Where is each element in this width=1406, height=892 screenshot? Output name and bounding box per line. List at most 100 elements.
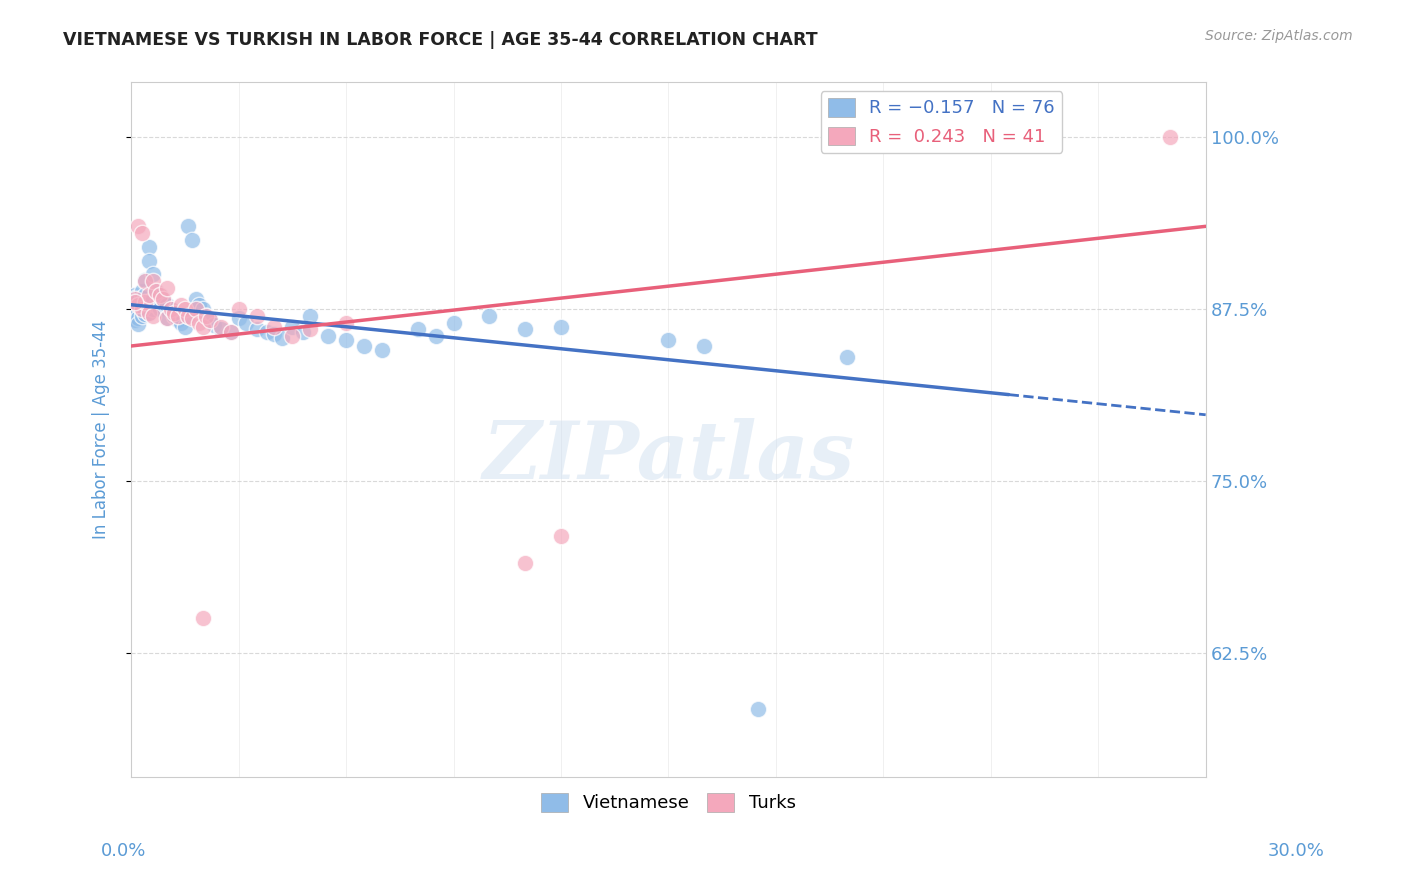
Point bbox=[159, 301, 181, 316]
Text: ZIPatlas: ZIPatlas bbox=[482, 418, 855, 496]
Point bbox=[221, 325, 243, 339]
Point bbox=[209, 319, 232, 334]
Point bbox=[138, 253, 160, 268]
Point bbox=[145, 284, 167, 298]
Point bbox=[353, 339, 375, 353]
Point bbox=[177, 309, 200, 323]
Point bbox=[163, 309, 186, 323]
Point bbox=[134, 307, 156, 321]
Point bbox=[142, 292, 165, 306]
Point bbox=[299, 309, 322, 323]
Point bbox=[195, 309, 218, 323]
Point bbox=[198, 313, 221, 327]
Point bbox=[515, 322, 537, 336]
Point bbox=[152, 292, 174, 306]
Point bbox=[256, 325, 278, 339]
Point bbox=[228, 301, 250, 316]
Text: 0.0%: 0.0% bbox=[101, 842, 146, 860]
Point bbox=[245, 309, 267, 323]
Point bbox=[159, 301, 181, 316]
Point bbox=[188, 298, 211, 312]
Point bbox=[191, 611, 214, 625]
Point bbox=[134, 273, 156, 287]
Text: Source: ZipAtlas.com: Source: ZipAtlas.com bbox=[1205, 29, 1353, 43]
Point bbox=[747, 702, 769, 716]
Point bbox=[156, 281, 179, 295]
Point bbox=[138, 306, 160, 320]
Point bbox=[550, 529, 572, 543]
Point bbox=[263, 319, 285, 334]
Point bbox=[124, 296, 146, 310]
Point bbox=[145, 298, 167, 312]
Point bbox=[131, 291, 153, 305]
Point bbox=[191, 301, 214, 316]
Point bbox=[1159, 129, 1181, 144]
Point bbox=[131, 226, 153, 240]
Point bbox=[124, 313, 146, 327]
Point bbox=[138, 240, 160, 254]
Point bbox=[124, 301, 146, 315]
Point bbox=[156, 311, 179, 326]
Point bbox=[195, 309, 218, 323]
Point bbox=[127, 306, 149, 320]
Point bbox=[281, 319, 304, 334]
Point bbox=[173, 301, 195, 316]
Point bbox=[166, 309, 188, 323]
Point bbox=[127, 219, 149, 234]
Point bbox=[166, 313, 188, 327]
Point bbox=[657, 334, 679, 348]
Point bbox=[281, 329, 304, 343]
Point bbox=[228, 311, 250, 326]
Point bbox=[335, 334, 357, 348]
Point bbox=[209, 322, 232, 336]
Y-axis label: In Labor Force | Age 35-44: In Labor Force | Age 35-44 bbox=[93, 319, 110, 539]
Point bbox=[131, 284, 153, 298]
Point bbox=[188, 316, 211, 330]
Point bbox=[837, 350, 859, 364]
Point bbox=[138, 306, 160, 320]
Point bbox=[693, 339, 716, 353]
Point bbox=[124, 291, 146, 305]
Point bbox=[124, 309, 146, 323]
Point bbox=[371, 343, 394, 358]
Point bbox=[124, 292, 146, 306]
Point bbox=[134, 274, 156, 288]
Point bbox=[316, 329, 339, 343]
Point bbox=[142, 268, 165, 282]
Point bbox=[163, 306, 186, 320]
Point bbox=[152, 292, 174, 306]
Point bbox=[131, 301, 153, 316]
Point bbox=[263, 326, 285, 341]
Point bbox=[443, 316, 465, 330]
Point bbox=[184, 301, 207, 316]
Point bbox=[127, 311, 149, 326]
Point bbox=[142, 309, 165, 323]
Point bbox=[127, 317, 149, 331]
Point bbox=[149, 288, 172, 302]
Point bbox=[515, 557, 537, 571]
Point bbox=[202, 318, 225, 333]
Point bbox=[131, 303, 153, 318]
Point bbox=[221, 325, 243, 339]
Point bbox=[177, 219, 200, 234]
Point bbox=[235, 316, 257, 330]
Point bbox=[550, 319, 572, 334]
Point bbox=[270, 331, 292, 345]
Point bbox=[181, 311, 204, 326]
Point bbox=[127, 298, 149, 312]
Point bbox=[131, 309, 153, 323]
Point bbox=[173, 319, 195, 334]
Point bbox=[191, 319, 214, 334]
Text: VIETNAMESE VS TURKISH IN LABOR FORCE | AGE 35-44 CORRELATION CHART: VIETNAMESE VS TURKISH IN LABOR FORCE | A… bbox=[63, 31, 818, 49]
Point bbox=[134, 288, 156, 302]
Point bbox=[425, 329, 447, 343]
Point bbox=[142, 274, 165, 288]
Point bbox=[181, 233, 204, 247]
Point bbox=[149, 288, 172, 302]
Point bbox=[406, 322, 429, 336]
Point bbox=[127, 298, 149, 312]
Point bbox=[156, 311, 179, 326]
Point bbox=[478, 309, 501, 323]
Point bbox=[124, 304, 146, 318]
Point bbox=[138, 288, 160, 302]
